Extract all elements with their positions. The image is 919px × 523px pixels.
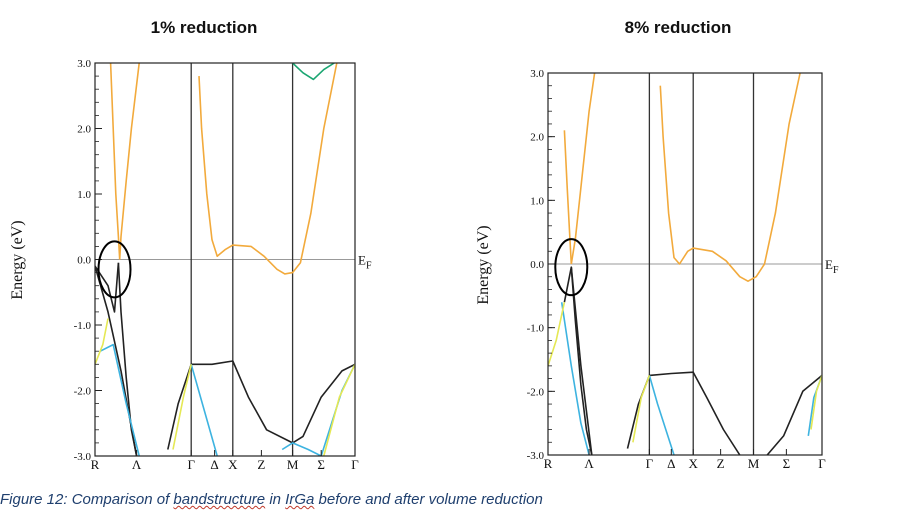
caption-suffix: before and after volume reduction (314, 491, 543, 508)
highlight-circle (554, 238, 589, 297)
fermi-level-label: EF (825, 257, 839, 276)
y-tick-label: -2.0 (74, 386, 92, 398)
band-line (172, 364, 192, 450)
band-line (118, 63, 140, 260)
figure-caption: Figure 12: Comparison of bandstructure i… (0, 491, 919, 508)
y-tick-label: 2.0 (77, 124, 91, 136)
x-tick-label: Λ (132, 457, 142, 472)
panel-title: 8% reduction (625, 18, 732, 37)
x-tick-label: Z (717, 456, 725, 471)
caption-prefix: Figure 12: Comparison of (0, 491, 174, 508)
caption-middle: in (265, 491, 286, 508)
y-tick-label: 3.0 (77, 58, 91, 70)
band-line (548, 302, 566, 367)
band-line (632, 375, 651, 443)
caption-word-irga: IrGa (285, 491, 315, 508)
band-line (109, 63, 121, 260)
y-tick-label: -3.0 (527, 450, 545, 462)
band-line (563, 130, 573, 265)
x-tick-label: Δ (210, 457, 218, 472)
x-tick-label: R (91, 457, 100, 472)
band-line (292, 63, 335, 81)
y-tick-label: 0.0 (530, 259, 544, 271)
band-group (548, 73, 822, 455)
x-tick-label: Σ (317, 457, 325, 472)
x-tick-label: Γ (351, 457, 359, 472)
panel-title: 1% reduction (151, 18, 258, 37)
y-tick-label: -2.0 (527, 386, 545, 398)
band-line (766, 374, 822, 455)
band-line (117, 262, 138, 456)
x-tick-label: M (287, 457, 299, 472)
band-line (198, 63, 338, 275)
y-tick-label: 3.0 (530, 68, 544, 80)
band-line (659, 73, 801, 282)
x-tick-label: Γ (646, 456, 654, 471)
fermi-label-main: E (358, 253, 366, 268)
panel-1-percent: 1% reduction Energy (eV) 3.0 2.0 1.0 0.0 -1.0 -… (9, 18, 372, 472)
y-axis-title: Energy (eV) (9, 220, 26, 299)
band-line (570, 267, 593, 455)
fermi-level-label: EF (358, 253, 372, 272)
band-line (570, 73, 596, 265)
panel-8-percent: 8% reduction Energy (eV) 3.0 2.0 1.0 0.0 -1.0 -… (475, 18, 839, 471)
y-tick-label: -3.0 (74, 451, 92, 463)
bandstructure-figure: 1% reduction Energy (eV) 3.0 2.0 1.0 0.0 -1.0 -… (9, 18, 839, 472)
band-line (560, 302, 590, 455)
band-line (95, 318, 109, 365)
y-tick-label: 2.0 (530, 132, 544, 144)
x-tick-label: Σ (783, 456, 791, 471)
x-tick-label: Δ (667, 456, 675, 471)
band-line (99, 343, 140, 456)
band-line (626, 371, 741, 455)
y-tick-label: -1.0 (527, 323, 545, 335)
band-line (95, 262, 120, 313)
y-tick-label: 0.0 (77, 255, 91, 267)
y-tick-label: -1.0 (74, 320, 92, 332)
x-tick-label: Z (257, 457, 265, 472)
x-tick-label: M (748, 456, 760, 471)
band-line (648, 375, 675, 455)
x-tick-label: Γ (187, 457, 195, 472)
x-tick-label: X (228, 457, 238, 472)
x-tick-label: R (544, 456, 553, 471)
fermi-label-subscript: F (366, 261, 372, 272)
fermi-label-subscript: F (833, 265, 839, 276)
band-line (323, 363, 355, 456)
y-axis-title: Energy (eV) (475, 225, 492, 304)
y-tick-label: 1.0 (77, 189, 91, 201)
fermi-label-main: E (825, 257, 833, 272)
caption-word-bandstructure: bandstructure (173, 491, 266, 508)
x-tick-label: Γ (818, 456, 826, 471)
band-line (810, 375, 822, 430)
y-tick-label: 1.0 (530, 195, 544, 207)
band-line (563, 266, 593, 455)
x-tick-label: X (689, 456, 699, 471)
x-tick-label: Λ (584, 456, 594, 471)
highlight-circle (97, 240, 132, 299)
band-line (190, 364, 218, 456)
